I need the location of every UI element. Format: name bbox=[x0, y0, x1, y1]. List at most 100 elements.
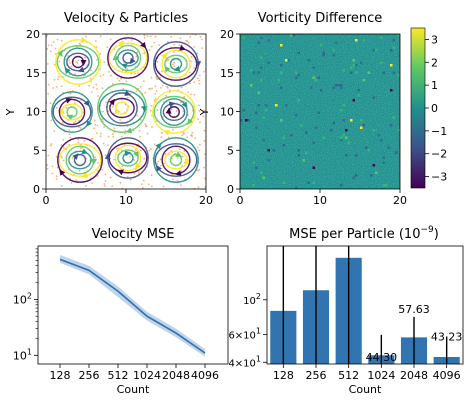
particle-dot bbox=[55, 178, 58, 180]
particle-dot bbox=[190, 134, 193, 137]
vorticity-cell bbox=[392, 46, 395, 49]
particle-dot bbox=[150, 148, 152, 150]
vorticity-cell bbox=[267, 61, 270, 64]
vorticity-cell bbox=[257, 41, 260, 44]
particle-dot bbox=[112, 135, 115, 138]
particle-dot bbox=[187, 41, 190, 44]
vorticity-cell bbox=[290, 134, 293, 137]
particle-dot bbox=[198, 79, 201, 82]
streamline-arrow bbox=[195, 61, 202, 68]
particle-dot bbox=[62, 138, 65, 141]
vorticity-extreme-cell bbox=[390, 89, 393, 92]
particle-dot bbox=[84, 56, 86, 59]
vorticity-cell bbox=[240, 119, 243, 122]
particle-dot bbox=[199, 121, 201, 124]
particle-dot bbox=[54, 53, 57, 55]
particle-dot bbox=[139, 85, 142, 88]
vorticity-cell bbox=[310, 86, 313, 89]
particle-dot bbox=[83, 139, 86, 142]
vorticity-cell bbox=[247, 119, 250, 122]
streamline bbox=[68, 150, 92, 170]
particle-dot bbox=[180, 86, 183, 89]
vorticity-cell bbox=[332, 121, 335, 124]
vorticity-extreme-cell bbox=[280, 44, 283, 47]
vorticity-cell bbox=[392, 71, 395, 74]
streamline-arrow bbox=[165, 107, 172, 114]
vorticity-cell bbox=[390, 124, 393, 127]
streamlines-and-particles bbox=[46, 34, 206, 189]
particle-dot bbox=[104, 185, 106, 187]
particle-dot bbox=[197, 118, 200, 121]
streamline-arrow bbox=[140, 41, 147, 49]
vorticity-cell bbox=[297, 74, 300, 77]
particle-dot bbox=[50, 143, 53, 145]
vorticity-cell bbox=[315, 79, 318, 82]
streamline-arrow bbox=[80, 37, 88, 43]
particle-dot bbox=[53, 63, 56, 66]
particle-dot bbox=[94, 123, 97, 126]
particle-dot bbox=[203, 166, 205, 169]
velocity-y-label: Y bbox=[4, 108, 17, 116]
particle-dot bbox=[47, 154, 50, 157]
particle-dot bbox=[153, 41, 156, 44]
particle-dot bbox=[54, 47, 57, 50]
mse-x-tick-label: 128 bbox=[50, 369, 71, 382]
streamline-arrow bbox=[184, 158, 191, 166]
particle-dot bbox=[94, 40, 97, 42]
particle-dot bbox=[81, 147, 84, 149]
vorticity-cell bbox=[357, 89, 360, 92]
particle-mse-bar-label: 43.23 bbox=[431, 331, 463, 344]
vorticity-cell bbox=[352, 64, 355, 67]
particle-dot bbox=[162, 185, 165, 188]
particle-dot bbox=[109, 176, 112, 179]
particle-dot bbox=[179, 37, 182, 40]
vorticity-extreme-cell bbox=[390, 64, 393, 67]
particle-dot bbox=[76, 62, 79, 64]
particle-dot bbox=[107, 110, 110, 113]
vorticity-cell bbox=[342, 104, 345, 107]
particle-mse-plot: 128 256 512 44.30 1024 57.63 2048 43.23 4096 4×10… bbox=[228, 246, 462, 382]
velocity-axes: 0 10 20 0 5 10 15 20 bbox=[26, 28, 213, 207]
vorticity-cell bbox=[307, 181, 310, 184]
vorticity-cell bbox=[380, 61, 383, 64]
velocity-y-tick-label: 5 bbox=[33, 144, 40, 157]
streamline-arrow bbox=[104, 152, 111, 160]
vorticity-cell bbox=[355, 174, 358, 177]
mse-panel: Velocity MSE 128 256 512 1024 2048 4096 101 102… bbox=[13, 227, 229, 396]
vorticity-cell bbox=[260, 56, 263, 59]
streamline bbox=[52, 96, 92, 128]
streamline bbox=[160, 98, 188, 126]
particle-dot bbox=[150, 45, 153, 48]
particle-dot bbox=[202, 115, 205, 118]
particle-dot bbox=[146, 132, 149, 135]
vorticity-cell bbox=[345, 136, 348, 139]
particle-dot bbox=[46, 164, 48, 166]
vorticity-extreme-cell bbox=[275, 104, 278, 107]
particle-dot bbox=[68, 59, 71, 62]
particle-dot bbox=[144, 91, 147, 94]
particle-dot bbox=[99, 53, 101, 55]
particle-dot bbox=[144, 123, 147, 125]
particle-dot bbox=[182, 133, 185, 136]
streamline bbox=[169, 153, 183, 167]
particle-dot bbox=[102, 73, 105, 76]
mse-x-tick-label: 4096 bbox=[191, 369, 219, 382]
particle-dot bbox=[95, 88, 98, 90]
particle-dot bbox=[142, 80, 145, 83]
particle-dot bbox=[157, 160, 160, 163]
vorticity-cell bbox=[250, 84, 253, 87]
streamline-arrow bbox=[112, 54, 119, 61]
particle-dot bbox=[197, 186, 200, 189]
vorticity-cell bbox=[360, 61, 363, 64]
streamline-arrow bbox=[66, 114, 74, 121]
particle-dot bbox=[135, 90, 138, 93]
vorticity-cell bbox=[265, 104, 268, 107]
streamline bbox=[97, 83, 147, 133]
particle-dot bbox=[163, 162, 165, 165]
streamline-arrow bbox=[121, 63, 128, 70]
particle-dot bbox=[58, 60, 61, 63]
particle-dot bbox=[111, 83, 114, 85]
particle-dot bbox=[196, 77, 199, 80]
particle-dot bbox=[53, 78, 56, 81]
particle-dot bbox=[99, 35, 102, 38]
